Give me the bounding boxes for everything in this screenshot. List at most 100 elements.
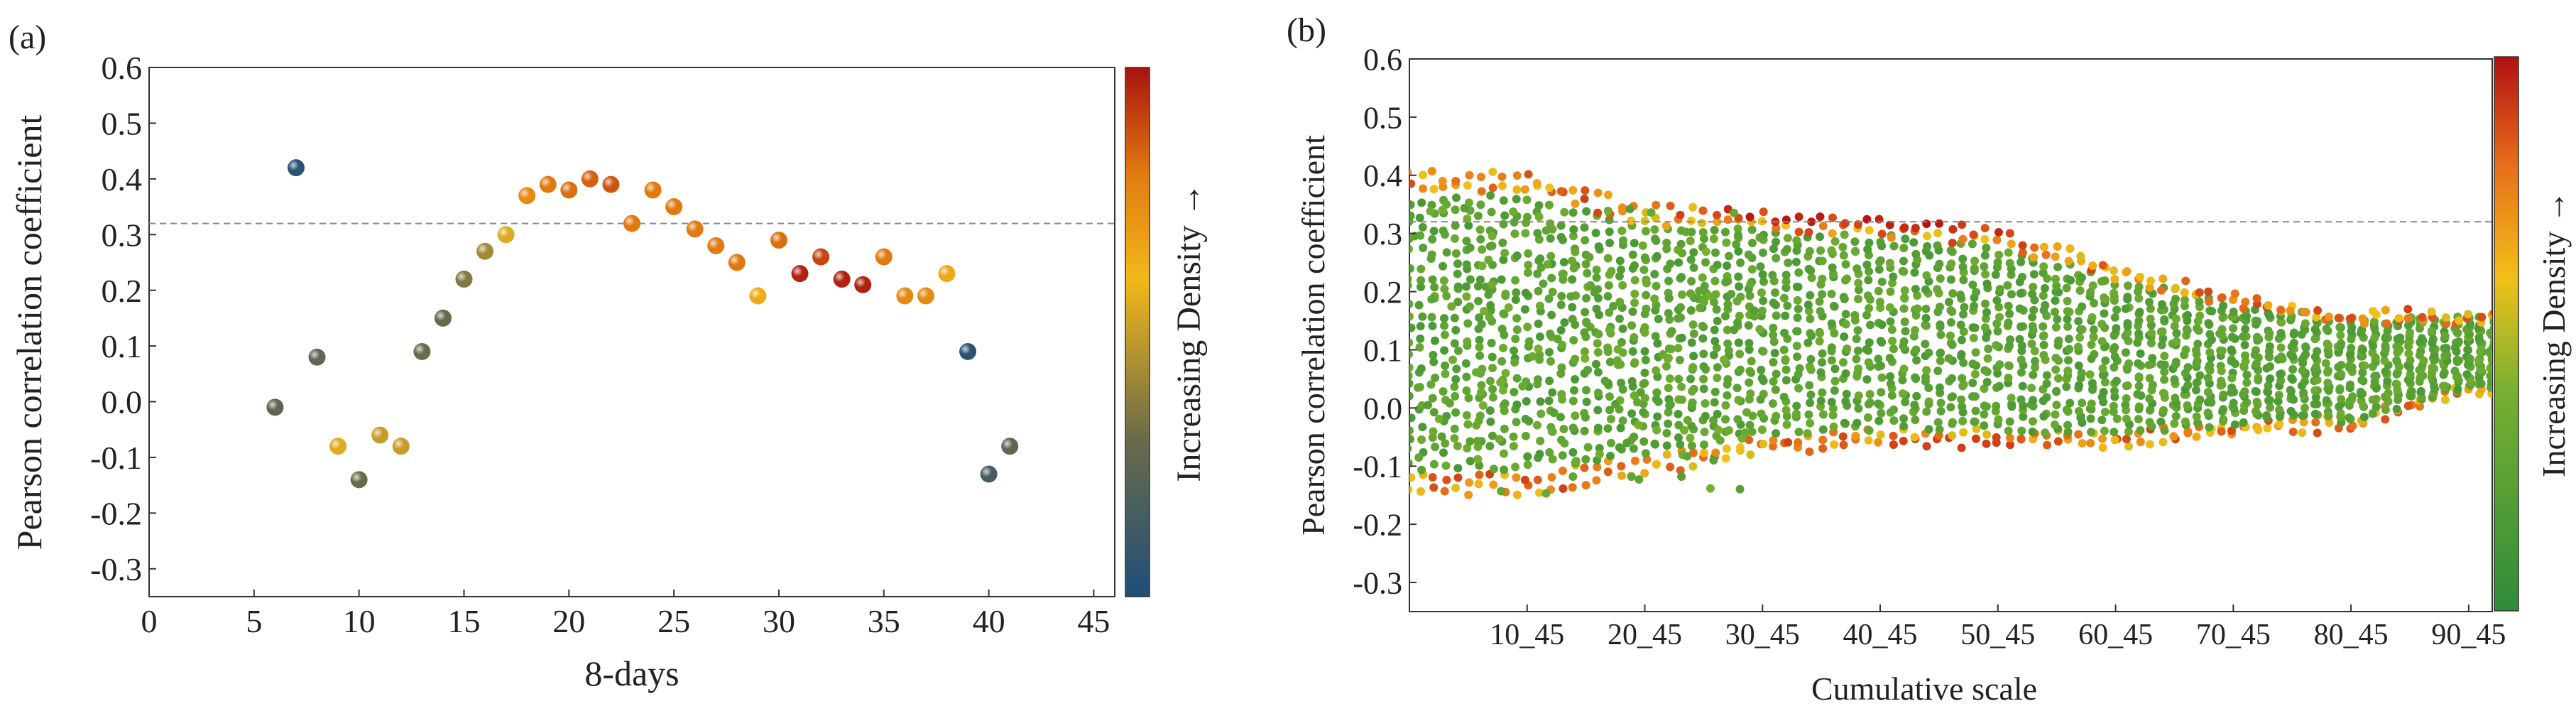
scatter-point bbox=[1853, 346, 1862, 355]
scatter-point-highlight bbox=[959, 342, 977, 360]
scatter-point bbox=[1935, 259, 1944, 268]
scatter-point bbox=[1511, 335, 1520, 344]
scatter-point bbox=[1745, 367, 1754, 376]
scatter-point bbox=[1582, 397, 1591, 406]
scatter-point bbox=[1841, 397, 1850, 406]
scatter-point bbox=[1794, 384, 1803, 393]
scatter-point bbox=[2099, 387, 2108, 396]
scatter-point bbox=[1733, 415, 1742, 424]
scatter-point bbox=[1661, 221, 1671, 230]
scatter-point bbox=[1828, 213, 1838, 222]
scatter-point bbox=[2486, 328, 2492, 337]
scatter-point bbox=[1759, 277, 1768, 286]
scatter-point bbox=[1889, 416, 1899, 425]
scatter-point bbox=[1852, 418, 1862, 428]
scatter-point bbox=[1497, 357, 1507, 366]
scatter-point bbox=[2121, 348, 2130, 357]
scatter-point bbox=[2276, 352, 2286, 362]
scatter-point bbox=[1735, 484, 1745, 494]
scatter-point bbox=[1910, 433, 1919, 442]
scatter-point bbox=[1935, 383, 1944, 392]
scatter-point bbox=[1689, 329, 1698, 338]
scatter-point bbox=[2227, 357, 2236, 366]
scatter-point bbox=[1877, 373, 1887, 382]
scatter-point bbox=[1960, 303, 1969, 312]
scatter-point bbox=[1439, 276, 1448, 286]
scatter-point bbox=[1803, 338, 1813, 347]
scatter-point bbox=[1546, 357, 1555, 366]
scatter-point bbox=[1548, 388, 1557, 397]
scatter-point-highlight bbox=[518, 187, 536, 205]
scatter-point bbox=[1946, 403, 1955, 412]
scatter-point bbox=[2275, 405, 2284, 414]
scatter-point bbox=[1980, 224, 1990, 233]
scatter-point-highlight bbox=[980, 465, 998, 483]
scatter-point bbox=[1922, 271, 1931, 280]
scatter-point bbox=[1536, 436, 1545, 445]
scatter-point bbox=[2160, 367, 2169, 376]
scatter-point bbox=[1913, 304, 1922, 313]
scatter-point bbox=[1582, 293, 1591, 303]
scatter-point bbox=[1830, 386, 1839, 395]
scatter-point bbox=[1545, 447, 1554, 457]
scatter-point bbox=[1958, 416, 1968, 425]
scatter-point bbox=[1791, 409, 1801, 418]
scatter-point bbox=[2051, 274, 2060, 283]
scatter-point bbox=[2159, 406, 2168, 415]
y-tick-label: -0.3 bbox=[1353, 565, 1402, 600]
scatter-point bbox=[1618, 281, 1627, 290]
scatter-point bbox=[1497, 325, 1507, 334]
scatter-point bbox=[1568, 256, 1577, 266]
scatter-point bbox=[1487, 207, 1496, 217]
scatter-point bbox=[1541, 489, 1551, 498]
scatter-point bbox=[1500, 310, 1509, 319]
scatter-point bbox=[1568, 208, 1578, 217]
scatter-point bbox=[1627, 321, 1637, 330]
scatter-point bbox=[1463, 337, 1472, 347]
scatter-point bbox=[1839, 440, 1848, 450]
scatter-point bbox=[1581, 186, 1590, 195]
scatter-point-highlight bbox=[308, 348, 326, 366]
scatter-point bbox=[1843, 274, 1852, 283]
scatter-point bbox=[2359, 401, 2368, 411]
scatter-point bbox=[1439, 448, 1448, 457]
scatter-point-highlight bbox=[287, 159, 305, 177]
scatter-point bbox=[1723, 391, 1732, 400]
y-tick-label: 0.5 bbox=[102, 106, 143, 142]
scatter-point bbox=[1607, 414, 1616, 423]
scatter-point bbox=[1416, 334, 1425, 343]
scatter-point bbox=[2217, 325, 2227, 334]
scatter-point bbox=[1664, 419, 1673, 428]
scatter-point bbox=[1865, 338, 1874, 347]
scatter-point bbox=[2311, 362, 2320, 371]
scatter-point bbox=[1816, 212, 1825, 222]
scatter-point bbox=[2133, 389, 2142, 398]
x-axis-label-a: 8-days bbox=[584, 653, 679, 693]
scatter-point bbox=[1604, 190, 1613, 200]
scatter-point bbox=[2253, 400, 2262, 409]
scatter-point bbox=[2145, 440, 2154, 449]
scatter-point bbox=[1936, 320, 1945, 330]
scatter-point bbox=[2360, 361, 2369, 370]
scatter-point bbox=[1486, 417, 1495, 426]
scatter-point bbox=[1806, 291, 1815, 300]
scatter-point bbox=[1439, 226, 1448, 235]
scatter-point bbox=[1451, 484, 1461, 493]
scatter-point bbox=[1522, 195, 1532, 205]
scatter-point bbox=[1581, 308, 1590, 317]
x-tick-label: 20 bbox=[552, 603, 585, 639]
scatter-point bbox=[1641, 355, 1650, 364]
scatter-point bbox=[2193, 340, 2203, 349]
scatter-point bbox=[1713, 363, 1722, 372]
scatter-point bbox=[1912, 356, 1921, 365]
scatter-point bbox=[2134, 294, 2144, 303]
scatter-point bbox=[1899, 337, 1909, 346]
scatter-point bbox=[2264, 396, 2273, 405]
scatter-point bbox=[1818, 256, 1827, 266]
scatter-point bbox=[1944, 354, 1953, 363]
scatter-point bbox=[1640, 328, 1649, 337]
scatter-point bbox=[1534, 319, 1543, 328]
scatter-point bbox=[1783, 301, 1792, 310]
scatter-point bbox=[1687, 441, 1696, 450]
scatter-point bbox=[2123, 293, 2132, 302]
